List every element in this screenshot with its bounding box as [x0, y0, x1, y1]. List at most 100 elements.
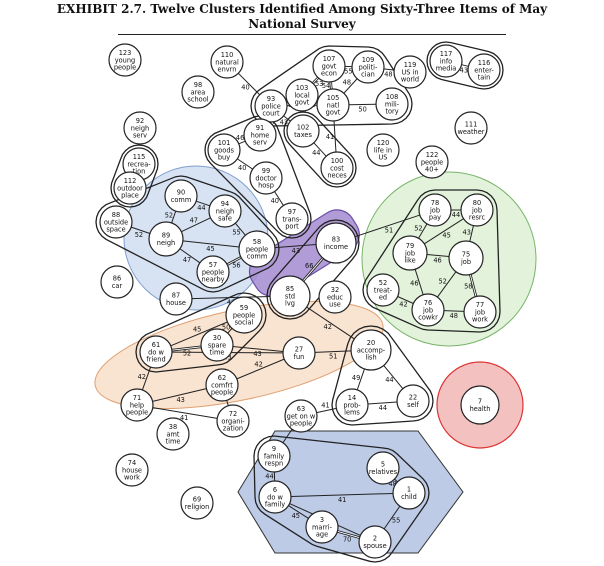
- node-label-101-0: 101: [218, 139, 231, 147]
- edge-83-78: [354, 214, 420, 238]
- edge-label-57-58: 56: [232, 261, 240, 269]
- edge-52-76: [397, 296, 414, 304]
- node-label-91-0: 91: [256, 124, 264, 132]
- node-circle-93: [254, 89, 288, 123]
- node-circle-58: [238, 230, 276, 268]
- edge-80-75: [469, 225, 474, 242]
- edge-109-119: [383, 68, 395, 71]
- node-label-109-2: cian: [361, 71, 375, 79]
- cluster-income-hull: [266, 219, 360, 320]
- edge-label-99-97: 40: [271, 197, 279, 205]
- node-label-38-0: 38: [169, 423, 177, 431]
- node-label-120-2: US: [378, 154, 387, 162]
- node-label-2-0: 2: [373, 535, 377, 543]
- node-circle-77: [463, 295, 497, 329]
- node-circle-71: [120, 388, 154, 422]
- node-circle-2: [358, 525, 392, 559]
- edge-label-6-1: 41: [338, 496, 346, 504]
- node-label-63-0: 63: [297, 405, 305, 413]
- edge-label-80-75: 43: [463, 228, 471, 236]
- node-label-7-1: health: [470, 405, 491, 413]
- node-label-119-0: 119: [404, 61, 417, 69]
- node-circle-75: [448, 240, 484, 276]
- edge-label-85-20: 42: [324, 323, 332, 331]
- node-label-74-0: 74: [128, 459, 136, 467]
- node-label-100-2: neces: [327, 172, 347, 180]
- edge-label-59-30: 50: [222, 323, 230, 331]
- node-circle-112: [113, 171, 147, 205]
- node-circle-89: [148, 221, 184, 257]
- node-circle-30: [200, 328, 234, 362]
- node-label-72-0: 72: [229, 410, 237, 418]
- edge-label-75-77: 58: [464, 283, 472, 291]
- edge-label-91-101: 46: [236, 134, 244, 142]
- node-label-108-1: mili-: [385, 100, 400, 108]
- edge-20-14: [356, 368, 365, 391]
- node-label-58-1: people: [246, 245, 268, 253]
- node-label-117-0: 117: [440, 50, 453, 58]
- node-label-109-1: politi-: [359, 63, 378, 71]
- node-circle-63: [284, 399, 318, 433]
- node-label-79-2: like: [404, 257, 415, 265]
- edge-label-109-119: 48: [384, 70, 392, 78]
- node-label-117-2: media: [436, 65, 457, 73]
- node-label-85-2: lvg: [285, 300, 295, 308]
- edge-79-75: [426, 254, 450, 257]
- node-circle-78: [418, 193, 452, 227]
- edge-label-20-14: 49: [352, 374, 360, 382]
- node-circle-111: [454, 111, 488, 145]
- edge-76-77: [443, 310, 465, 312]
- node-circle-76: [411, 293, 445, 327]
- edge-label-59-61: 45: [193, 325, 201, 333]
- node-label-122-1: people: [421, 158, 443, 166]
- edge-62-72: [226, 400, 229, 406]
- node-label-72-1: organi-: [221, 417, 245, 425]
- node-label-80-1: job: [471, 206, 482, 214]
- node-label-90-0: 90: [177, 189, 185, 197]
- node-label-110-2: envrn: [218, 66, 237, 74]
- node-circle-61: [139, 335, 173, 369]
- node-label-98-2: school: [187, 96, 208, 104]
- node-label-83-0: 83: [332, 236, 340, 244]
- node-label-88-1: outside: [104, 218, 128, 226]
- node-label-6-2: family: [265, 501, 285, 509]
- node-label-63-2: people: [290, 420, 312, 428]
- node-label-123-1: young: [115, 56, 135, 64]
- node-label-123-2: people: [114, 64, 136, 72]
- node-circle-100: [320, 151, 354, 185]
- edge-label-105-108: 50: [358, 105, 366, 113]
- edge-label-101-99: 40: [238, 164, 246, 172]
- node-label-62-0: 62: [218, 374, 226, 382]
- node-label-2-1: spouse: [363, 542, 386, 550]
- node-label-14-0: 14: [348, 394, 356, 402]
- node-circle-83: [315, 222, 357, 264]
- node-label-93-0: 93: [267, 95, 275, 103]
- node-label-97-0: 97: [288, 208, 296, 216]
- node-circle-116: [467, 53, 501, 87]
- node-circle-117: [429, 44, 463, 78]
- edge-59-61: [170, 321, 228, 347]
- edge-label-58-83: 43: [292, 247, 300, 255]
- node-label-103-0: 103: [296, 84, 309, 92]
- edge-61-71: [141, 366, 152, 391]
- node-label-107-1: govt: [322, 62, 337, 70]
- node-label-94-1: neigh: [216, 207, 234, 215]
- node-label-62-1: comfrt: [211, 381, 233, 389]
